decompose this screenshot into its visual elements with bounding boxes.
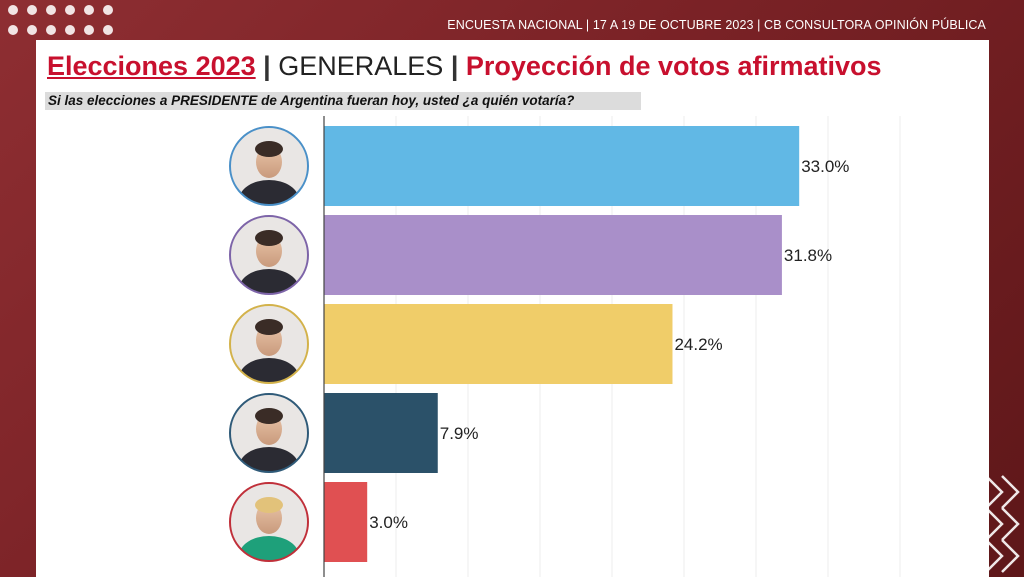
avatar-candidate-5 <box>229 482 309 562</box>
survey-info: ENCUESTA NACIONAL | 17 A 19 DE OCTUBRE 2… <box>447 18 986 32</box>
bar-candidate-1 <box>324 126 800 206</box>
decorative-chevrons <box>969 475 1020 573</box>
bar-candidate-5 <box>324 482 368 562</box>
title-proyeccion: Proyección de votos afirmativos <box>465 51 882 81</box>
value-label: 24.2% <box>674 335 722 354</box>
bar-chart: 33.0% 31.8% 24.2% 7.9% 3.0% <box>229 116 901 577</box>
title-elecciones: Elecciones 2023 <box>47 51 256 81</box>
avatar-candidate-4 <box>229 393 309 473</box>
avatar-candidate-2 <box>229 215 309 295</box>
value-label: 7.9% <box>440 424 479 443</box>
value-label: 33.0% <box>801 157 849 176</box>
page-title: Elecciones 2023 | GENERALES | Proyección… <box>47 49 882 83</box>
value-labels: 33.0% 31.8% 24.2% 7.9% 3.0% <box>369 157 849 532</box>
bar-candidate-3 <box>324 304 673 384</box>
chart-card: Elecciones 2023 | GENERALES | Proyección… <box>36 40 989 577</box>
bar-candidate-2 <box>324 215 782 295</box>
avatar-candidate-3 <box>229 304 309 384</box>
title-generales: GENERALES <box>278 51 444 81</box>
avatar-candidate-1 <box>229 126 309 206</box>
title-separator-1: | <box>263 51 271 81</box>
bar-candidate-4 <box>324 393 438 473</box>
bars <box>324 126 800 562</box>
value-label: 3.0% <box>369 513 408 532</box>
candidate-avatars <box>229 126 309 562</box>
title-separator-2: | <box>450 51 459 81</box>
value-label: 31.8% <box>784 246 832 265</box>
survey-question: Si las elecciones a PRESIDENTE de Argent… <box>45 92 641 110</box>
decorative-dots <box>8 5 118 39</box>
